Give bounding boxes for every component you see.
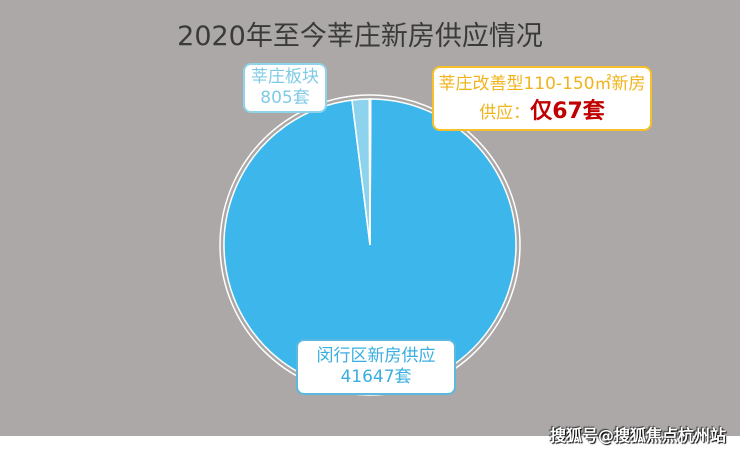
watermark: 搜狐号@搜狐焦点杭州站 [549,426,726,445]
slice-label: 闵行区新房供应 [316,346,436,366]
slice-label: 莘庄改善型110-150㎡新房供应： [438,74,646,123]
slice-value: 仅67套 [530,99,605,124]
slice-label: 莘庄板块 [251,67,319,87]
chart-title: 2020年至今莘庄新房供应情况 [177,21,543,52]
label-xinzhuang: 莘庄板块 805套 [243,63,327,113]
label-minhang: 闵行区新房供应 41647套 [296,339,456,395]
pie-slice-2 [368,98,372,246]
label-improvement: 莘庄改善型110-150㎡新房供应：仅67套 [432,66,652,131]
slice-value: 805套 [260,88,310,108]
pie-outer-ring [219,94,521,396]
slice-value: 41647套 [340,367,412,387]
